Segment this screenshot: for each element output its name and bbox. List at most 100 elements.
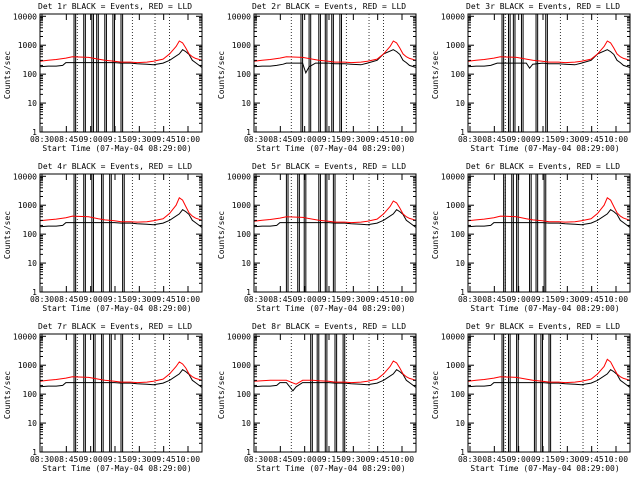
y-axis-label: Counts/sec <box>3 51 12 99</box>
y-tick-label: 1 <box>460 128 465 137</box>
x-tick-label: 08:45 <box>54 455 78 464</box>
y-tick-label: 1000 <box>232 361 251 370</box>
plot-frame <box>39 333 203 453</box>
y-tick-label: 100 <box>23 70 38 79</box>
events-series-line <box>39 209 203 228</box>
events-series-line <box>39 369 203 388</box>
x-tick-label: 08:30 <box>458 135 482 144</box>
x-tick-label: 09:30 <box>341 135 365 144</box>
plot-frame <box>467 173 631 293</box>
x-tick-label: 09:00 <box>293 135 317 144</box>
y-tick-label: 10 <box>455 419 465 428</box>
events-series-line <box>467 49 631 70</box>
y-tick-label: 1000 <box>446 201 465 210</box>
y-tick-label: 10 <box>455 259 465 268</box>
y-tick-label: 10000 <box>227 12 251 21</box>
y-tick-label: 1 <box>32 288 37 297</box>
plot-title: Det 9r BLACK = Events, RED = LLD <box>466 322 620 331</box>
y-tick-label: 10 <box>455 99 465 108</box>
y-tick-label: 1 <box>32 128 37 137</box>
x-tick-label: 09:00 <box>507 135 531 144</box>
plot-title: Det 6r BLACK = Events, RED = LLD <box>466 162 620 171</box>
lld-series-line <box>467 40 631 64</box>
y-axis-label: Counts/sec <box>431 371 440 419</box>
x-tick-label: 10:00 <box>390 455 414 464</box>
x-tick-label: 09:45 <box>366 135 390 144</box>
y-tick-label: 10000 <box>13 332 37 341</box>
x-tick-label: 08:45 <box>54 135 78 144</box>
plot-frame <box>39 13 203 133</box>
lld-series-line <box>467 197 631 223</box>
x-tick-label: 09:15 <box>531 135 555 144</box>
y-axis-label: Counts/sec <box>3 211 12 259</box>
y-tick-label: 100 <box>23 390 38 399</box>
plot-title: Det 3r BLACK = Events, RED = LLD <box>466 2 620 11</box>
x-tick-label: 09:45 <box>580 135 604 144</box>
lld-series-line <box>253 200 417 224</box>
x-tick-label: 09:45 <box>152 455 176 464</box>
x-tick-label: 09:45 <box>580 295 604 304</box>
plot-title: Det 2r BLACK = Events, RED = LLD <box>252 2 406 11</box>
x-tick-label: 09:15 <box>103 135 127 144</box>
x-tick-label: 09:15 <box>103 455 127 464</box>
y-axis-label: Counts/sec <box>3 371 12 419</box>
x-tick-label: 10:00 <box>604 295 628 304</box>
detector-plot-4: Det 4r BLACK = Events, RED = LLD 1 10 100 10… <box>3 162 203 313</box>
y-tick-label: 1000 <box>18 41 37 50</box>
y-tick-label: 10000 <box>227 172 251 181</box>
detector-plot-9: Det 9r BLACK = Events, RED = LLD 1 10 100 10… <box>431 322 631 473</box>
x-tick-label: 09:15 <box>317 135 341 144</box>
y-tick-label: 1000 <box>232 201 251 210</box>
x-tick-label: 09:45 <box>580 455 604 464</box>
x-tick-label: 09:30 <box>341 455 365 464</box>
y-axis-label: Counts/sec <box>217 211 226 259</box>
y-tick-label: 10 <box>241 419 251 428</box>
x-tick-label: 09:30 <box>127 455 151 464</box>
x-tick-label: 08:45 <box>268 295 292 304</box>
y-tick-label: 100 <box>451 70 466 79</box>
y-axis-label: Counts/sec <box>431 211 440 259</box>
x-tick-label: 10:00 <box>604 135 628 144</box>
x-tick-label: 10:00 <box>176 135 200 144</box>
lld-series-line <box>467 358 631 384</box>
x-tick-label: 08:45 <box>482 455 506 464</box>
x-tick-label: 09:00 <box>507 295 531 304</box>
x-tick-label: 08:45 <box>268 135 292 144</box>
y-tick-label: 1000 <box>446 361 465 370</box>
x-tick-label: 08:45 <box>482 295 506 304</box>
y-tick-label: 1 <box>460 288 465 297</box>
x-axis-label: Start Time (07-May-04 08:29:00) <box>256 464 405 473</box>
y-tick-label: 10000 <box>441 332 465 341</box>
events-series-line <box>467 369 631 388</box>
plot-title: Det 4r BLACK = Events, RED = LLD <box>38 162 192 171</box>
y-tick-label: 10 <box>241 99 251 108</box>
x-tick-label: 09:30 <box>127 295 151 304</box>
events-series-line <box>467 209 631 228</box>
x-tick-label: 08:45 <box>54 295 78 304</box>
x-tick-label: 09:45 <box>152 135 176 144</box>
x-tick-label: 09:00 <box>79 295 103 304</box>
x-tick-label: 09:00 <box>293 295 317 304</box>
x-tick-label: 08:30 <box>458 295 482 304</box>
y-tick-label: 100 <box>451 230 466 239</box>
x-tick-label: 10:00 <box>176 295 200 304</box>
detector-plot-7: Det 7r BLACK = Events, RED = LLD 1 10 100 10… <box>3 322 203 473</box>
plot-frame <box>467 333 631 453</box>
y-tick-label: 10 <box>27 99 37 108</box>
plot-frame <box>253 333 417 453</box>
y-tick-label: 10000 <box>441 172 465 181</box>
plot-frame <box>253 173 417 293</box>
y-axis-label: Counts/sec <box>217 371 226 419</box>
plot-title: Det 5r BLACK = Events, RED = LLD <box>252 162 406 171</box>
y-tick-label: 10000 <box>13 172 37 181</box>
x-axis-label: Start Time (07-May-04 08:29:00) <box>256 304 405 313</box>
lld-series-line <box>253 360 417 385</box>
plot-title: Det 7r BLACK = Events, RED = LLD <box>38 322 192 331</box>
x-axis-label: Start Time (07-May-04 08:29:00) <box>42 464 191 473</box>
x-tick-label: 10:00 <box>390 295 414 304</box>
x-tick-label: 09:30 <box>555 135 579 144</box>
x-tick-label: 09:00 <box>79 135 103 144</box>
y-axis-label: Counts/sec <box>431 51 440 99</box>
y-tick-label: 100 <box>451 390 466 399</box>
x-axis-label: Start Time (07-May-04 08:29:00) <box>470 144 619 153</box>
